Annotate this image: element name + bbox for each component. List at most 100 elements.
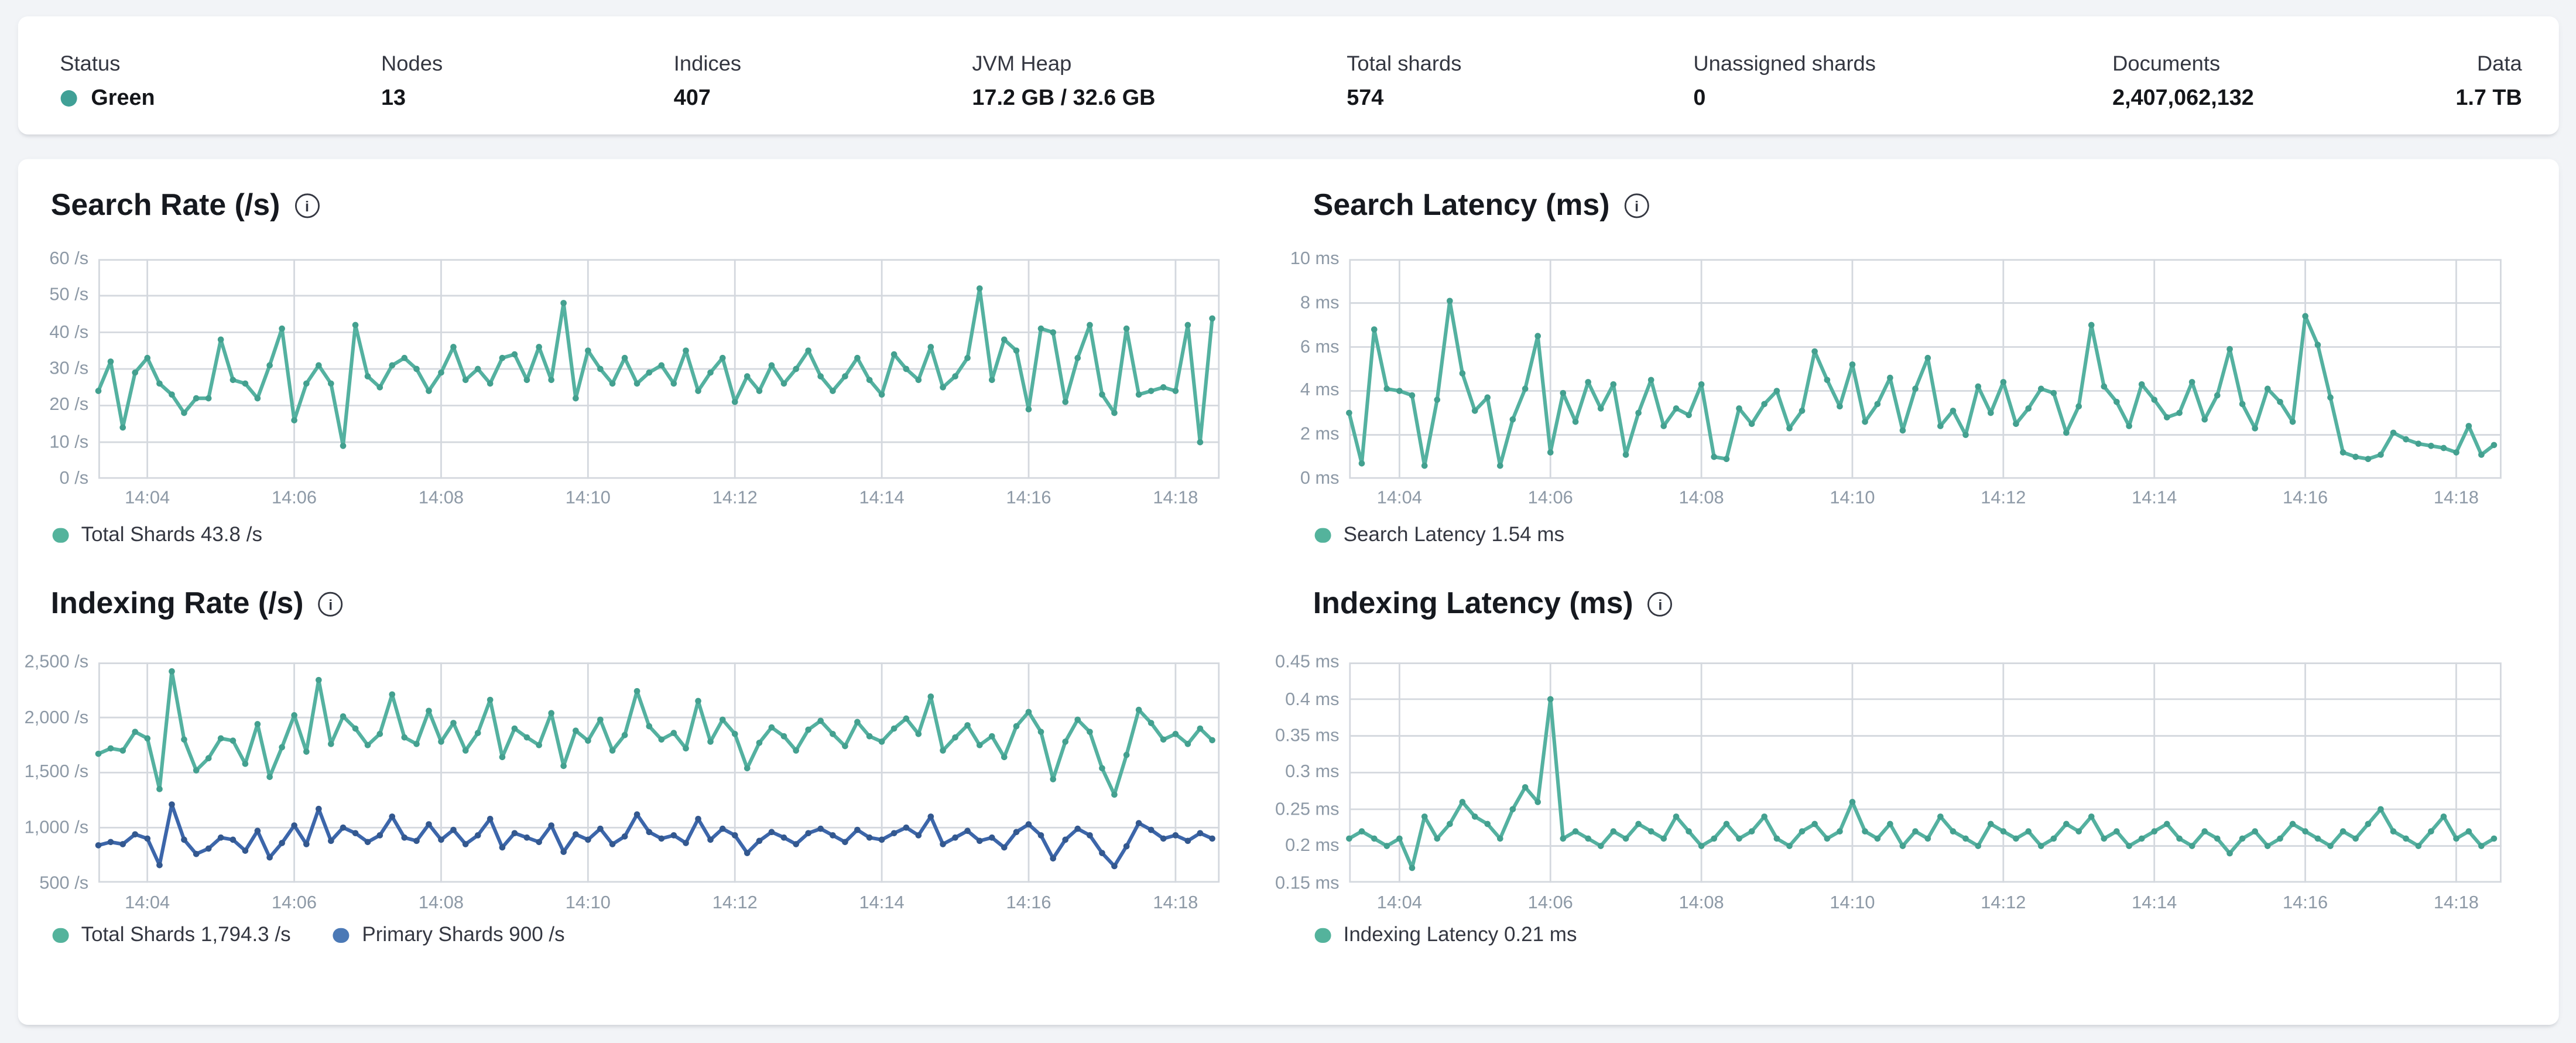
data-point	[1421, 462, 1428, 469]
data-point	[1824, 377, 1831, 384]
data-point	[805, 727, 811, 734]
data-point	[805, 830, 811, 837]
data-point	[1358, 829, 1365, 835]
data-point	[95, 388, 102, 394]
x-axis-label: 14:04	[1376, 894, 1422, 914]
indexing-rate-plot[interactable]	[95, 663, 1220, 884]
data-point	[633, 812, 640, 818]
stat-value: Green	[60, 86, 155, 112]
data-point	[2101, 836, 2108, 843]
data-point	[1087, 832, 1093, 839]
data-point	[573, 728, 579, 734]
legend-item: Primary Shards 900 /s	[333, 923, 565, 948]
indexing-latency-plot[interactable]	[1346, 663, 2502, 884]
stat-value: 13	[381, 86, 443, 112]
data-point	[1160, 836, 1167, 843]
data-point	[242, 848, 249, 854]
x-axis-label: 14:18	[2433, 488, 2479, 508]
data-point	[915, 832, 922, 839]
data-point	[866, 377, 873, 384]
data-point	[523, 377, 530, 384]
data-point	[707, 837, 714, 844]
data-point	[2252, 829, 2258, 835]
data-point	[1099, 391, 1105, 398]
data-point	[560, 763, 567, 770]
stat-indices: Indices 407	[673, 50, 742, 112]
data-point	[1013, 723, 1020, 730]
data-point	[1962, 432, 1969, 438]
indexing-latency-title: Indexing Latency (ms) i	[1313, 586, 1673, 622]
info-icon[interactable]: i	[1647, 591, 1673, 617]
data-point	[364, 742, 371, 749]
data-point	[2390, 429, 2397, 436]
data-point	[609, 748, 616, 754]
data-point	[376, 832, 383, 839]
search-latency-plot[interactable]	[1346, 259, 2502, 479]
stat-label: Indices	[673, 50, 742, 76]
stat-value: 407	[674, 86, 741, 112]
info-icon[interactable]: i	[1624, 193, 1649, 218]
plot-border	[98, 259, 1220, 479]
data-point	[585, 837, 591, 844]
data-point	[1522, 784, 1529, 791]
data-point	[2453, 449, 2459, 456]
data-point	[2289, 418, 2296, 425]
legend-dot	[1314, 928, 1331, 943]
stat-value-text: 574	[1347, 85, 1384, 110]
data-point	[413, 365, 420, 372]
data-point	[352, 726, 359, 733]
data-point	[2415, 440, 2422, 447]
plot-border	[1349, 259, 2502, 479]
data-point	[1988, 409, 1994, 416]
data-point	[352, 322, 359, 329]
data-point	[817, 826, 824, 833]
y-axis-label: 0.45 ms	[1275, 653, 1340, 673]
data-point	[2339, 449, 2347, 456]
data-point	[2289, 821, 2296, 828]
data-point	[156, 862, 163, 869]
data-point	[2151, 396, 2158, 403]
y-axis-label: 1,500 /s	[24, 763, 89, 783]
data-point	[1197, 726, 1204, 733]
stat-value-text: 1.7 TB	[2455, 85, 2522, 110]
data-point	[1522, 385, 1529, 392]
data-point	[1062, 738, 1069, 746]
data-point	[1496, 462, 1503, 469]
data-point	[744, 373, 751, 379]
info-icon[interactable]: i	[318, 591, 343, 617]
data-point	[1409, 865, 1416, 872]
x-axis-label: 14:14	[859, 488, 905, 508]
stat-nodes: Nodes 13	[381, 52, 443, 112]
data-point	[854, 827, 861, 834]
data-point	[1160, 737, 1167, 743]
data-point	[964, 722, 971, 729]
data-point	[1209, 315, 1215, 322]
data-point	[1647, 829, 1654, 835]
data-point	[426, 822, 432, 828]
data-point	[952, 373, 958, 379]
x-axis-label: 14:16	[1006, 488, 1051, 508]
stat-value: 0	[1693, 86, 1876, 112]
data-point	[1447, 297, 1453, 305]
search-rate-plot[interactable]	[95, 259, 1220, 479]
info-icon[interactable]: i	[294, 193, 320, 218]
data-point	[2403, 436, 2409, 443]
stat-label: Documents	[2112, 50, 2221, 76]
stat-label: JVM Heap	[972, 50, 1072, 76]
data-point	[426, 708, 432, 714]
data-point	[181, 737, 187, 743]
data-point	[95, 751, 102, 758]
data-point	[217, 336, 224, 343]
data-point	[2465, 423, 2472, 429]
data-point	[2138, 381, 2145, 388]
data-point	[1736, 836, 1742, 843]
data-point	[842, 839, 848, 846]
data-point	[1371, 326, 1378, 333]
data-point	[1509, 416, 1516, 423]
data-point	[266, 854, 273, 861]
data-point	[2037, 385, 2044, 392]
data-point	[107, 358, 114, 365]
stat-value: 1.7 TB	[2455, 86, 2522, 112]
data-point	[2264, 843, 2271, 850]
legend-dot	[333, 928, 350, 943]
